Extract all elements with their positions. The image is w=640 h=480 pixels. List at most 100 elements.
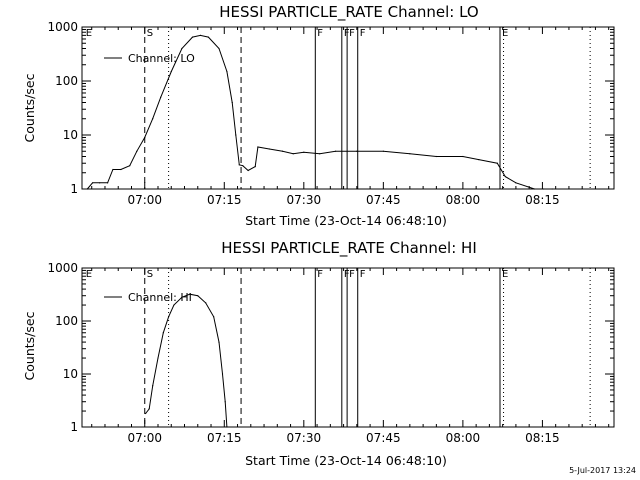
hi-channel-panel: HESSI PARTICLE_RATE Channel: HI Start Ti… bbox=[22, 239, 615, 468]
data-point bbox=[257, 146, 259, 148]
data-point bbox=[145, 412, 147, 415]
event-marker-label: F bbox=[317, 28, 323, 39]
data-point bbox=[533, 188, 536, 190]
data-point bbox=[86, 188, 88, 190]
event-marker-label: E bbox=[86, 28, 92, 39]
data-point bbox=[478, 159, 480, 161]
x-tick-label: 07:45 bbox=[366, 193, 401, 207]
event-marker-label: F bbox=[349, 28, 355, 39]
data-point bbox=[168, 316, 170, 318]
data-point bbox=[238, 164, 240, 166]
data-point bbox=[335, 150, 337, 152]
hi-y-axis-label: Counts/sec bbox=[22, 311, 37, 380]
data-point bbox=[181, 47, 183, 50]
hi-legend-label: Channel: HI bbox=[128, 291, 192, 304]
data-point bbox=[120, 168, 122, 171]
lo-x-axis-label: Start Time (23-Oct-14 06:48:10) bbox=[245, 213, 447, 228]
data-point bbox=[435, 155, 437, 158]
x-tick-label: 07:00 bbox=[127, 431, 162, 445]
data-point bbox=[162, 332, 164, 334]
y-tick-label: 10 bbox=[63, 367, 78, 381]
data-point bbox=[191, 36, 194, 38]
event-marker-label: S bbox=[147, 269, 153, 280]
data-point bbox=[224, 401, 226, 403]
event-marker-label: E bbox=[502, 28, 508, 39]
y-tick-label: 100 bbox=[55, 74, 78, 88]
data-point bbox=[242, 165, 244, 167]
data-point bbox=[496, 162, 498, 164]
data-point bbox=[148, 408, 150, 410]
x-tick-label: 07:15 bbox=[207, 193, 242, 207]
data-point bbox=[218, 47, 220, 50]
event-marker-label: F bbox=[317, 269, 323, 280]
event-marker-label: E bbox=[502, 269, 508, 280]
y-tick-label: 1000 bbox=[47, 261, 78, 275]
data-point bbox=[157, 357, 159, 359]
data-point bbox=[152, 118, 154, 120]
x-tick-label: 08:00 bbox=[446, 431, 481, 445]
x-tick-label: 08:15 bbox=[525, 431, 560, 445]
data-point bbox=[221, 373, 224, 375]
data-point bbox=[144, 136, 146, 139]
data-point bbox=[112, 168, 114, 171]
data-point bbox=[160, 96, 162, 98]
x-tick-label: 07:30 bbox=[287, 193, 322, 207]
data-point bbox=[99, 182, 101, 184]
data-point bbox=[207, 36, 209, 38]
data-point bbox=[515, 182, 517, 184]
event-marker-label: S bbox=[147, 28, 153, 39]
data-point bbox=[213, 316, 215, 318]
data-point bbox=[292, 153, 294, 155]
data-point bbox=[542, 188, 544, 190]
data-point bbox=[189, 293, 191, 295]
plot-frame bbox=[81, 267, 615, 428]
lo-y-axis-label: Counts/sec bbox=[22, 73, 37, 142]
event-marker-label: F bbox=[360, 28, 366, 39]
data-point bbox=[268, 148, 270, 150]
data-point bbox=[226, 426, 228, 428]
data-point bbox=[170, 70, 172, 73]
data-point bbox=[303, 151, 305, 153]
data-point bbox=[181, 296, 183, 298]
event-marker-label: F bbox=[360, 269, 366, 280]
x-tick-label: 08:00 bbox=[446, 193, 481, 207]
event-marker-label: F bbox=[349, 269, 355, 280]
y-tick-label: 1 bbox=[70, 182, 78, 196]
y-tick-label: 1 bbox=[70, 420, 78, 434]
event-marker-label: E bbox=[86, 269, 92, 280]
data-point bbox=[247, 169, 249, 172]
data-point bbox=[231, 101, 233, 104]
hi-panel-title: HESSI PARTICLE_RATE Channel: HI bbox=[221, 239, 477, 258]
x-tick-label: 07:45 bbox=[366, 431, 401, 445]
data-point bbox=[254, 165, 256, 168]
data-point bbox=[382, 150, 384, 152]
data-point bbox=[282, 150, 284, 152]
x-tick-label: 07:15 bbox=[207, 431, 242, 445]
y-tick-label: 10 bbox=[63, 128, 78, 142]
data-point bbox=[173, 304, 175, 306]
data-point bbox=[92, 182, 94, 184]
lo-panel-title: HESSI PARTICLE_RATE Channel: LO bbox=[219, 3, 478, 22]
y-tick-label: 100 bbox=[55, 314, 78, 328]
x-tick-label: 07:00 bbox=[127, 193, 162, 207]
plot-timestamp: 5-Jul-2017 13:24 bbox=[569, 466, 636, 475]
lo-channel-panel: HESSI PARTICLE_RATE Channel: LO Start Ti… bbox=[22, 3, 615, 228]
data-point bbox=[197, 295, 199, 297]
data-point bbox=[235, 134, 237, 136]
data-point bbox=[205, 302, 207, 304]
data-point bbox=[319, 153, 321, 155]
data-point bbox=[199, 34, 202, 36]
data-point bbox=[136, 150, 138, 152]
x-tick-label: 07:30 bbox=[287, 431, 322, 445]
lo-legend-label: Channel: LO bbox=[128, 52, 195, 65]
plot-frame bbox=[81, 26, 615, 190]
series-line bbox=[145, 293, 228, 428]
data-point bbox=[129, 165, 131, 167]
y-tick-label: 1000 bbox=[47, 20, 78, 34]
data-point bbox=[218, 341, 220, 343]
data-point bbox=[409, 153, 411, 155]
data-point bbox=[504, 175, 506, 178]
data-point bbox=[107, 182, 109, 184]
data-point bbox=[551, 188, 553, 190]
